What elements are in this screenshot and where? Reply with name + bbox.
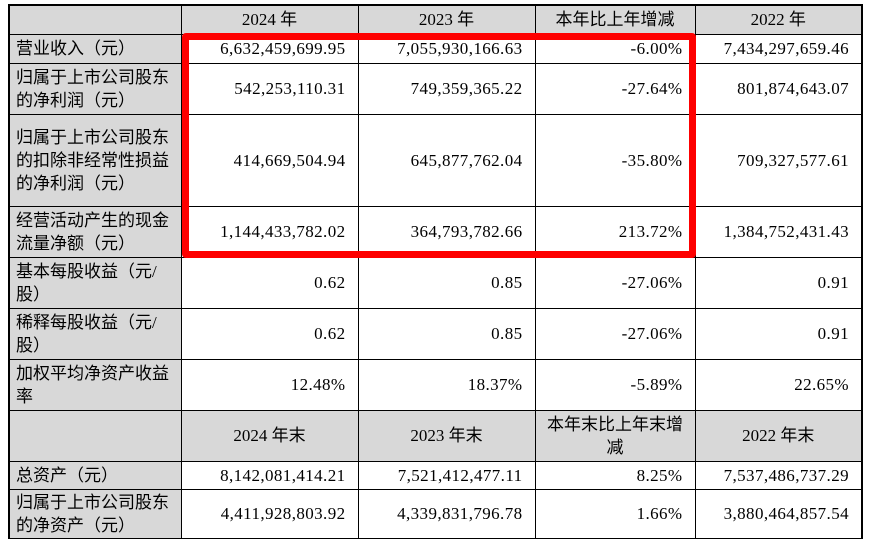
cell-2023: 364,793,782.66	[357, 205, 536, 258]
cell-2024: 12.48%	[180, 358, 359, 411]
cell-2023: 749,359,365.22	[357, 62, 536, 115]
cell-2022: 0.91	[694, 307, 863, 360]
cell-2022: 709,327,577.61	[694, 113, 863, 207]
cell-2022: 801,874,643.07	[694, 62, 863, 115]
row-label: 归属于上市公司股东的净利润（元）	[8, 62, 182, 115]
financial-summary-table: 2024 年 2023 年 本年比上年增减 2022 年 营业收入（元） 6,6…	[8, 4, 863, 539]
header-2023-end: 2023 年末	[357, 409, 536, 462]
row-label: 加权平均净资产收益率	[8, 358, 182, 411]
table-row-revenue: 营业收入（元） 6,632,459,699.95 7,055,930,166.6…	[8, 33, 863, 64]
cell-2022: 7,434,297,659.46	[694, 33, 863, 64]
cell-2024: 8,142,081,414.21	[180, 460, 359, 490]
cell-2023: 18.37%	[357, 358, 536, 411]
cell-change: -35.80%	[534, 113, 696, 207]
table-row-net-profit: 归属于上市公司股东的净利润（元） 542,253,110.31 749,359,…	[8, 62, 863, 115]
cell-2024: 0.62	[180, 256, 359, 309]
cell-2023: 0.85	[357, 307, 536, 360]
row-label: 总资产（元）	[8, 460, 182, 490]
table-row-net-assets: 归属于上市公司股东的净资产（元） 4,411,928,803.92 4,339,…	[8, 488, 863, 539]
table-row-basic-eps: 基本每股收益（元/股） 0.62 0.85 -27.06% 0.91	[8, 256, 863, 309]
cell-change: 213.72%	[534, 205, 696, 258]
cell-2023: 645,877,762.04	[357, 113, 536, 207]
header-yoy-change: 本年比上年增减	[534, 4, 696, 35]
cell-2022: 1,384,752,431.43	[694, 205, 863, 258]
cell-change: -27.06%	[534, 256, 696, 309]
row-label: 稀释每股收益（元/股）	[8, 307, 182, 360]
header-yoy-end-change: 本年末比上年末增减	[534, 409, 696, 462]
cell-2024: 6,632,459,699.95	[180, 33, 359, 64]
row-label: 归属于上市公司股东的扣除非经常性损益的净利润（元）	[8, 113, 182, 207]
cell-2023: 0.85	[357, 256, 536, 309]
table-row-diluted-eps: 稀释每股收益（元/股） 0.62 0.85 -27.06% 0.91	[8, 307, 863, 360]
cell-2024: 1,144,433,782.02	[180, 205, 359, 258]
cell-2022: 0.91	[694, 256, 863, 309]
cell-2023: 7,521,412,477.11	[357, 460, 536, 490]
cell-2022: 3,880,464,857.54	[694, 488, 863, 539]
cell-change: 8.25%	[534, 460, 696, 490]
table-row-total-assets: 总资产（元） 8,142,081,414.21 7,521,412,477.11…	[8, 460, 863, 490]
cell-2024: 0.62	[180, 307, 359, 360]
header-row-annual: 2024 年 2023 年 本年比上年增减 2022 年	[8, 4, 863, 35]
row-label: 营业收入（元）	[8, 33, 182, 64]
row-label: 归属于上市公司股东的净资产（元）	[8, 488, 182, 539]
header-2024: 2024 年	[180, 4, 359, 35]
cell-change: -27.06%	[534, 307, 696, 360]
header-blank-cell	[8, 409, 182, 462]
cell-change: -6.00%	[534, 33, 696, 64]
header-2023: 2023 年	[357, 4, 536, 35]
header-2024-end: 2024 年末	[180, 409, 359, 462]
cell-2024: 414,669,504.94	[180, 113, 359, 207]
table-row-net-profit-excl-nonrecurring: 归属于上市公司股东的扣除非经常性损益的净利润（元） 414,669,504.94…	[8, 113, 863, 207]
cell-change: -5.89%	[534, 358, 696, 411]
cell-change: 1.66%	[534, 488, 696, 539]
row-label: 基本每股收益（元/股）	[8, 256, 182, 309]
cell-2023: 4,339,831,796.78	[357, 488, 536, 539]
cell-change: -27.64%	[534, 62, 696, 115]
cell-2022: 22.65%	[694, 358, 863, 411]
cell-2024: 542,253,110.31	[180, 62, 359, 115]
header-2022: 2022 年	[694, 4, 863, 35]
row-label: 经营活动产生的现金流量净额（元）	[8, 205, 182, 258]
cell-2022: 7,537,486,737.29	[694, 460, 863, 490]
cell-2024: 4,411,928,803.92	[180, 488, 359, 539]
header-2022-end: 2022 年末	[694, 409, 863, 462]
header-blank-cell	[8, 4, 182, 35]
table-row-weighted-roe: 加权平均净资产收益率 12.48% 18.37% -5.89% 22.65%	[8, 358, 863, 411]
cell-2023: 7,055,930,166.63	[357, 33, 536, 64]
header-row-year-end: 2024 年末 2023 年末 本年末比上年末增减 2022 年末	[8, 409, 863, 462]
table-row-operating-cash-flow: 经营活动产生的现金流量净额（元） 1,144,433,782.02 364,79…	[8, 205, 863, 258]
